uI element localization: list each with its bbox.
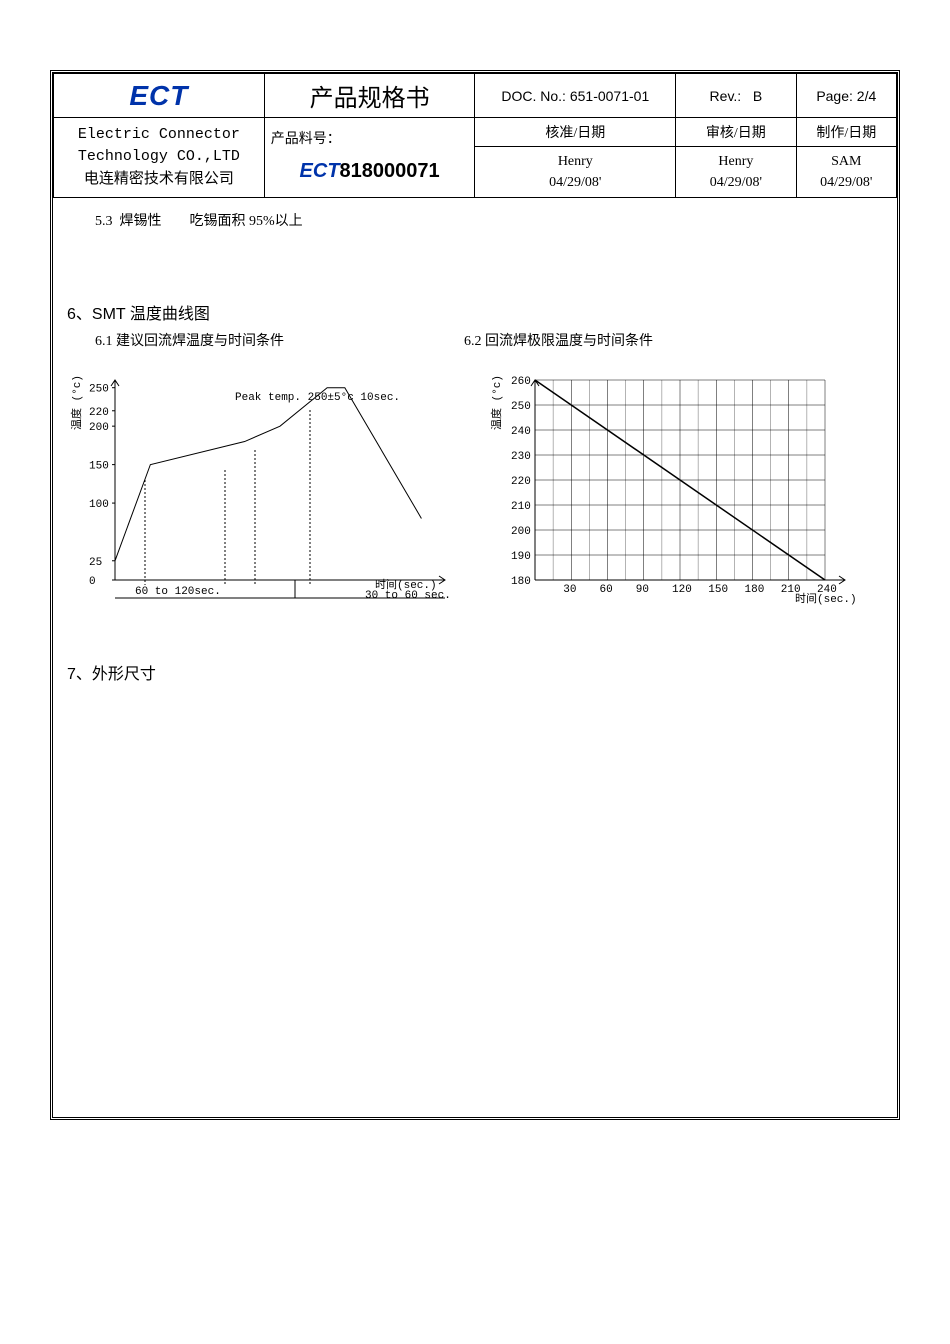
section-7: 7、外形尺寸: [65, 640, 885, 690]
svg-text:230: 230: [511, 451, 531, 463]
svg-text:200: 200: [89, 422, 109, 434]
svg-text:150: 150: [708, 584, 728, 596]
svg-text:180: 180: [745, 584, 765, 596]
check-name: Henry: [682, 151, 789, 172]
s53-label: 焊锡性: [120, 214, 162, 229]
part-label: 产品料号：: [265, 124, 475, 152]
chart2-grid: 180 190 200 210 220 230 240 250 260 30 60 90 120 150 1…: [511, 376, 837, 596]
s6-heading-tail: 温度曲线图: [130, 306, 210, 323]
charts-row: 温度 (°c) 0 25 100 150 200 220 250 Peak temp. 25…: [65, 360, 885, 640]
chart1-ylabel: 温度 (°c): [69, 375, 84, 430]
approve-header: 核准/日期: [475, 118, 676, 147]
make-cell: SAM 04/29/08': [796, 147, 896, 198]
svg-text:120: 120: [672, 584, 692, 596]
sub-6-1: 6.1 建议回流焊温度与时间条件: [95, 330, 284, 350]
check-header: 审核/日期: [676, 118, 796, 147]
header-table: ECT 产品规格书 DOC. No.: 651-0071-01 Rev.: B …: [53, 73, 897, 198]
svg-text:210: 210: [511, 501, 531, 513]
chart1-peak-label: Peak temp. 250±5°c 10sec.: [235, 392, 400, 404]
chart1-line: [115, 388, 421, 561]
make-header: 制作/日期: [796, 118, 896, 147]
approve-cell: Henry 04/29/08': [475, 147, 676, 198]
part-number-wrap: ECT818000071: [265, 152, 475, 191]
company-en: Electric Connector Technology CO.,LTD: [60, 124, 258, 169]
section-7-heading: 7、外形尺寸: [65, 660, 158, 684]
approve-name: Henry: [481, 151, 669, 172]
section-6-heading: 6、SMT 温度曲线图: [65, 300, 212, 324]
company-cell: Electric Connector Technology CO.,LTD 电连…: [54, 118, 265, 198]
svg-text:100: 100: [89, 499, 109, 511]
page-label: Page:: [816, 88, 853, 104]
chart-2: 温度 (°c) 180 190 200 210 220 230 240 250 260 30 60 9…: [485, 360, 885, 640]
section-6: 6、SMT 温度曲线图 6.1 建议回流焊温度与时间条件 6.2 回流焊极限温度…: [65, 230, 885, 640]
svg-text:240: 240: [511, 426, 531, 438]
approve-date: 04/29/08': [481, 172, 669, 193]
svg-text:190: 190: [511, 551, 531, 563]
logo-cell: ECT: [54, 74, 265, 118]
part-number: 818000071: [340, 160, 440, 182]
doc-no: 651-0071-01: [570, 88, 649, 104]
section-6-subrow: 6.1 建议回流焊温度与时间条件 6.2 回流焊极限温度与时间条件: [95, 330, 885, 350]
svg-text:60: 60: [600, 584, 613, 596]
make-name: SAM: [803, 151, 890, 172]
page-value: 2/4: [857, 88, 876, 104]
rev-cell: Rev.: B: [676, 74, 796, 118]
make-date: 04/29/08': [803, 172, 890, 193]
body-content: 5.3 焊锡性 吃锡面积 95%以上 6、SMT 温度曲线图 6.1 建议回流焊…: [53, 198, 897, 698]
svg-text:200: 200: [511, 526, 531, 538]
rev-value: B: [753, 88, 762, 104]
svg-text:0: 0: [89, 576, 96, 588]
s53-text: 吃锡面积 95%以上: [190, 214, 303, 229]
logo-text: ECT: [129, 80, 188, 111]
svg-text:180: 180: [511, 576, 531, 588]
table-row: Electric Connector Technology CO.,LTD 电连…: [54, 118, 897, 147]
part-prefix: ECT: [300, 160, 340, 182]
rev-label: Rev.:: [710, 88, 742, 104]
chart-1: 温度 (°c) 0 25 100 150 200 220 250 Peak temp. 25…: [65, 360, 465, 640]
svg-text:220: 220: [89, 407, 109, 419]
section-5-3: 5.3 焊锡性 吃锡面积 95%以上: [95, 210, 885, 230]
chart2-ylabel: 温度 (°c): [489, 375, 504, 430]
doc-no-label: DOC. No.:: [501, 88, 566, 104]
chart1-yticks: 0 25 100 150 200 220 250: [89, 384, 115, 588]
svg-text:260: 260: [511, 376, 531, 388]
page: ECT 产品规格书 DOC. No.: 651-0071-01 Rev.: B …: [0, 0, 950, 1344]
chart2-xlabel: 时间(sec.): [795, 592, 857, 606]
s53-num: 5.3: [95, 214, 113, 229]
doc-title: 产品规格书: [264, 74, 475, 118]
svg-text:25: 25: [89, 557, 102, 569]
table-row: ECT 产品规格书 DOC. No.: 651-0071-01 Rev.: B …: [54, 74, 897, 118]
svg-text:250: 250: [511, 401, 531, 413]
svg-text:220: 220: [511, 476, 531, 488]
chart1-bottom1: 60 to 120sec.: [135, 586, 221, 598]
sub-6-2: 6.2 回流焊极限温度与时间条件: [464, 330, 653, 350]
company-cn: 电连精密技术有限公司: [60, 169, 258, 192]
svg-text:150: 150: [89, 461, 109, 473]
svg-text:90: 90: [636, 584, 649, 596]
document-frame: ECT 产品规格书 DOC. No.: 651-0071-01 Rev.: B …: [50, 70, 900, 1120]
check-cell: Henry 04/29/08': [676, 147, 796, 198]
part-cell: 产品料号： ECT818000071: [264, 118, 475, 198]
svg-text:250: 250: [89, 384, 109, 396]
doc-no-cell: DOC. No.: 651-0071-01: [475, 74, 676, 118]
check-date: 04/29/08': [682, 172, 789, 193]
svg-text:30: 30: [563, 584, 576, 596]
page-cell: Page: 2/4: [796, 74, 896, 118]
chart1-bottom2: 30 to 60 sec.: [365, 590, 451, 602]
